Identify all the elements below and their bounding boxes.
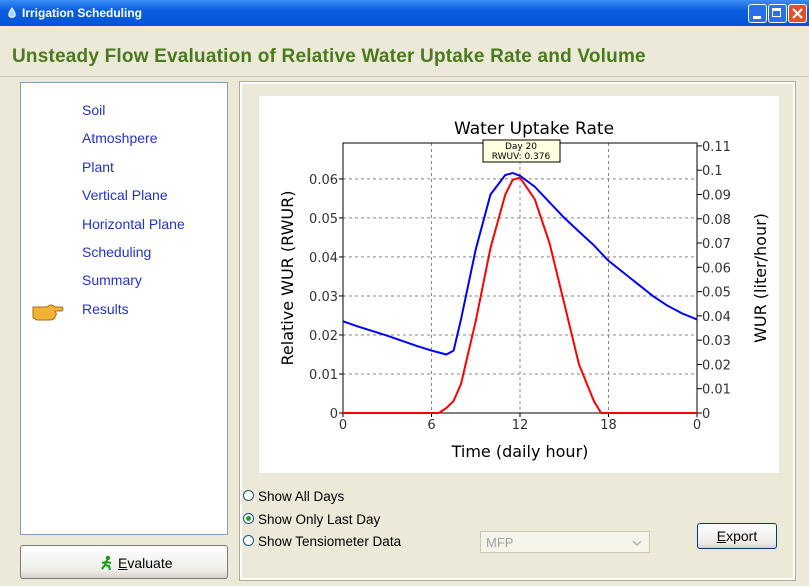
pointer-icon xyxy=(31,298,65,327)
minimize-button[interactable] xyxy=(748,4,767,23)
export-button[interactable]: Export xyxy=(697,523,777,549)
chart-title: Water Uptake Rate xyxy=(454,119,614,139)
y2-tick-label: 0.02 xyxy=(702,358,731,373)
y2-tick-label: 0.04 xyxy=(702,310,731,325)
window-title: Irrigation Scheduling xyxy=(22,6,143,20)
combo-value: MFP xyxy=(486,535,514,550)
export-label: Export xyxy=(716,528,758,544)
x-axis-label: Time (daily hour) xyxy=(451,442,589,461)
x-tick-label: 18 xyxy=(600,418,617,433)
nav-item[interactable]: Vertical Plane xyxy=(82,187,168,204)
tooltip-text: Day 20 xyxy=(505,142,537,152)
y2-tick-label: 0.05 xyxy=(702,286,731,301)
results-panel xyxy=(239,81,796,581)
y-tick-label: 0.05 xyxy=(309,212,338,227)
radio-button xyxy=(243,535,254,546)
x-tick-label: 0 xyxy=(693,418,701,433)
y2-tick-label: 0.06 xyxy=(702,261,731,276)
radio-label: Show Tensiometer Data xyxy=(258,534,402,549)
y-tick-label: 0.03 xyxy=(309,290,338,305)
header-title: Unsteady Flow Evaluation of Relative Wat… xyxy=(12,46,646,67)
nav-item[interactable]: Plant xyxy=(82,158,114,175)
radio-option[interactable]: Show All Days xyxy=(243,489,344,504)
y2-tick-label: 0.1 xyxy=(702,164,723,179)
line-series xyxy=(342,171,698,356)
y2-tick-label: 0.01 xyxy=(702,383,731,398)
y-tick-label: 0.06 xyxy=(309,173,338,188)
nav-item[interactable]: Horizontal Plane xyxy=(82,215,185,232)
nav-item[interactable]: Atmoshpere xyxy=(82,130,158,147)
maximize-button[interactable] xyxy=(768,4,787,23)
y-axis-label: Relative WUR (RWUR) xyxy=(278,191,297,366)
y-tick-label: 0.02 xyxy=(309,329,338,344)
combo-arrow xyxy=(632,540,642,547)
line-series xyxy=(343,176,697,414)
combo-box[interactable]: MFP xyxy=(480,531,650,553)
radio-option[interactable]: Show Tensiometer Data xyxy=(243,534,401,549)
header: Unsteady Flow Evaluation of Relative Wat… xyxy=(0,26,809,77)
close-button[interactable] xyxy=(788,4,807,23)
y2-axis-label: WUR (liter/hour) xyxy=(751,213,770,343)
radio-label: Show All Days xyxy=(258,489,345,504)
title-bar: Irrigation Scheduling xyxy=(0,0,809,26)
y-tick-label: 0 xyxy=(330,407,338,422)
radio-button xyxy=(243,512,254,524)
x-tick-label: 12 xyxy=(512,418,529,433)
radio-option[interactable]: Show Only Last Day xyxy=(243,512,380,527)
y2-tick-label: 0.08 xyxy=(702,213,731,228)
y2-tick-label: 0.09 xyxy=(702,188,731,203)
tooltip-box xyxy=(482,139,561,163)
tooltip-text: RWUV: 0.376 xyxy=(492,152,551,162)
x-tick-label: 0 xyxy=(339,418,347,433)
chart-area: Water Uptake Rate 0 6 12 18 0 0 0.01 0.02 0.03 0.0… xyxy=(259,96,779,473)
nav-item[interactable]: Scheduling xyxy=(82,244,152,260)
y-tick-label: 0.04 xyxy=(309,251,338,266)
evaluate-button[interactable]: Evaluate xyxy=(20,545,228,579)
radio-button xyxy=(243,490,254,501)
run-icon xyxy=(101,555,112,571)
y-tick-label: 0.01 xyxy=(309,368,338,383)
nav-panel: Soil Atmoshpere Plant Vertical Plane Horizon… xyxy=(20,82,228,535)
x-tick-label: 6 xyxy=(427,418,435,433)
y2-tick-label: 0.07 xyxy=(702,237,731,252)
nav-item[interactable]: Soil xyxy=(82,102,106,118)
nav-item[interactable]: Results xyxy=(82,300,129,317)
nav-item[interactable]: Summary xyxy=(82,272,142,289)
radio-label: Show Only Last Day xyxy=(258,511,381,527)
evaluate-label: Evaluate xyxy=(118,555,173,571)
y2-tick-label: 0.03 xyxy=(702,334,731,349)
app-icon xyxy=(8,7,16,18)
y2-tick-label: 0.11 xyxy=(702,140,731,155)
y2-tick-label: 0 xyxy=(702,407,710,422)
